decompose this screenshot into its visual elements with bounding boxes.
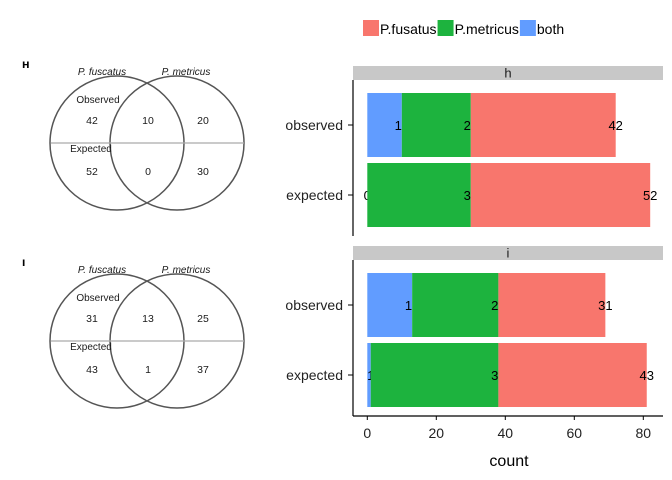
- legend-label-p-metricus: P.metricus: [455, 21, 519, 37]
- venn-expected-left: 43: [86, 364, 98, 376]
- x-axis-title: count: [489, 453, 529, 470]
- legend-swatch-both: [519, 20, 536, 36]
- data-label-observed-p-fusatus: 42: [608, 118, 622, 133]
- venn-panel-i: I P. fuscatus P. metricus Observed Expected 3…: [22, 259, 245, 409]
- venn-expected-label: Expected: [70, 144, 112, 155]
- venn-observed-label: Observed: [76, 95, 119, 106]
- bar-chart: hobserved102042expected03052iobserved132…: [285, 66, 663, 470]
- venn-observed-right: 25: [197, 313, 209, 325]
- bar-observed-p-metricus: [401, 93, 471, 157]
- x-tick-label: 0: [363, 425, 371, 441]
- venn-observed-overlap: 13: [142, 313, 154, 325]
- venn-left-title: P. fuscatus: [78, 265, 126, 276]
- legend-label-both: both: [537, 21, 564, 37]
- facet-strip: [353, 66, 663, 80]
- venn-expected-right: 30: [197, 166, 209, 178]
- venn-observed-right: 20: [197, 115, 209, 127]
- x-tick-label: 80: [636, 425, 652, 441]
- bar-observed-p-fusatus: [470, 93, 616, 157]
- venn-observed-label: Observed: [76, 293, 119, 304]
- panel-letter: I: [22, 259, 25, 269]
- bar-expected-p-fusatus: [470, 163, 651, 227]
- legend: P.fusatus P.metricus both: [363, 20, 564, 37]
- bar-observed-p-metricus: [412, 273, 499, 337]
- bar-observed-both: [367, 273, 413, 337]
- y-tick-label-expected: expected: [286, 187, 343, 203]
- venn-left-title: P. fuscatus: [78, 67, 126, 78]
- bar-observed-both: [367, 93, 402, 157]
- facet-strip-label: i: [507, 246, 510, 261]
- x-axis: 0 20 40 60 80 count: [353, 415, 663, 470]
- venn-observed-overlap: 10: [142, 115, 154, 127]
- y-tick-label-expected: expected: [286, 367, 343, 383]
- facet-h: hobserved102042expected03052: [285, 66, 663, 236]
- bar-expected-p-metricus: [367, 163, 471, 227]
- venn-diagrams: H P. fuscatus P. metricus Observed Expected 4…: [22, 61, 245, 409]
- venn-expected-label: Expected: [70, 342, 112, 353]
- x-tick-label: 60: [567, 425, 583, 441]
- y-tick-label-observed: observed: [285, 297, 343, 313]
- bar-expected-p-fusatus: [498, 343, 647, 407]
- legend-label-p-fusatus: P.fusatus: [380, 21, 437, 37]
- data-label-expected-p-fusatus: 52: [643, 188, 657, 203]
- y-tick-label-observed: observed: [285, 117, 343, 133]
- data-label-expected-p-fusatus: 43: [640, 368, 654, 383]
- bar-expected-p-metricus: [370, 343, 499, 407]
- venn-panel-h: H P. fuscatus P. metricus Observed Expected 4…: [22, 61, 245, 211]
- facet-strip-label: h: [504, 66, 511, 81]
- facet-strip: [353, 246, 663, 260]
- x-tick-label: 20: [429, 425, 445, 441]
- venn-expected-right: 37: [197, 364, 209, 376]
- venn-expected-left: 52: [86, 166, 98, 178]
- x-tick-label: 40: [498, 425, 514, 441]
- legend-swatch-p-fusatus: [363, 20, 379, 36]
- data-label-observed-p-fusatus: 31: [598, 298, 612, 313]
- venn-observed-left: 31: [86, 313, 98, 325]
- venn-expected-overlap: 0: [145, 166, 151, 178]
- legend-swatch-p-metricus: [437, 20, 454, 36]
- panel-letter: H: [22, 61, 30, 71]
- venn-right-title: P. metricus: [162, 265, 211, 276]
- bar-observed-p-fusatus: [498, 273, 606, 337]
- venn-observed-left: 42: [86, 115, 98, 127]
- bar-expected-both: [367, 343, 371, 407]
- venn-expected-overlap: 1: [145, 364, 151, 376]
- facet-i: iobserved132531expected13743: [285, 246, 663, 416]
- venn-right-title: P. metricus: [162, 67, 211, 78]
